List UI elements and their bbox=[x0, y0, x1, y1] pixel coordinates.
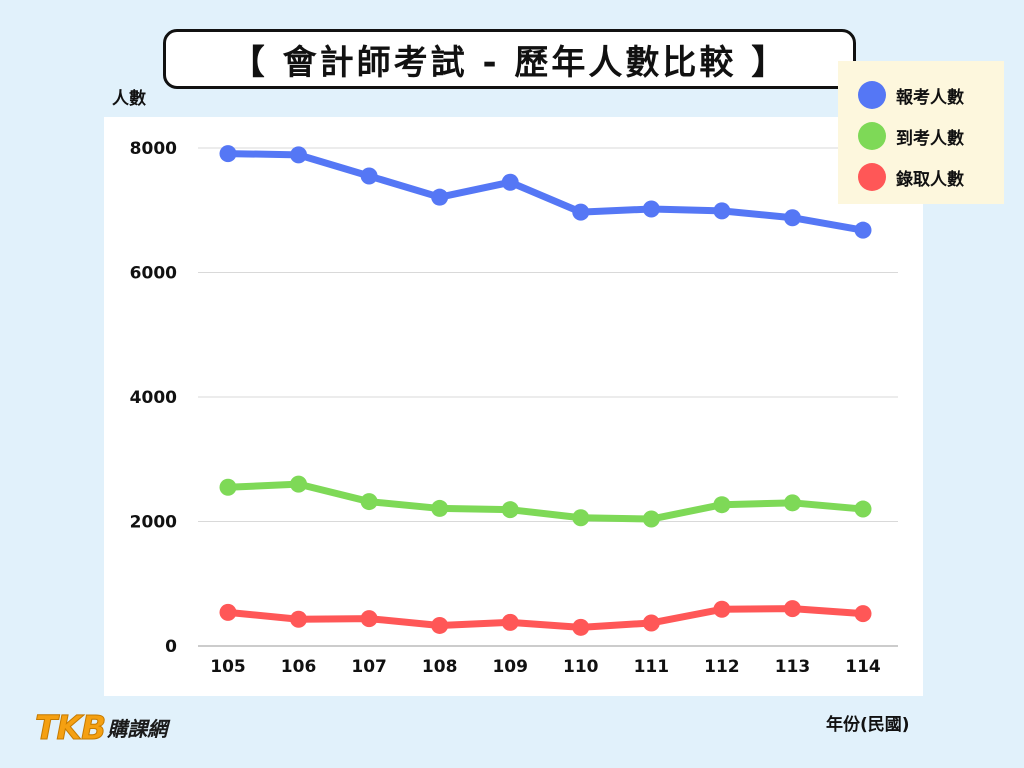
data-point-s1-5 bbox=[572, 509, 590, 527]
data-point-s2-7 bbox=[713, 600, 731, 618]
data-point-s0-5 bbox=[572, 203, 590, 221]
x-tick-label: 114 bbox=[845, 657, 881, 677]
y-tick-label: 6000 bbox=[130, 264, 177, 284]
x-tick-label: 107 bbox=[351, 657, 387, 677]
data-point-s0-8 bbox=[783, 209, 801, 227]
data-point-s1-3 bbox=[431, 499, 449, 517]
y-tick-label: 8000 bbox=[130, 139, 177, 159]
legend-item-applicants: 報考人數 bbox=[858, 80, 964, 110]
x-tick-label: 113 bbox=[775, 657, 811, 677]
data-point-s2-8 bbox=[783, 600, 801, 618]
y-tick-label: 2000 bbox=[130, 513, 177, 533]
data-point-s1-2 bbox=[360, 493, 378, 511]
data-point-s2-0 bbox=[219, 603, 237, 621]
legend-label-applicants: 報考人數 bbox=[896, 87, 964, 108]
data-point-s0-6 bbox=[642, 200, 660, 218]
logo-mark: TKB bbox=[34, 708, 106, 748]
logo-text: 購課網 bbox=[107, 717, 168, 741]
x-tick-label: 105 bbox=[210, 657, 246, 677]
data-point-s0-9 bbox=[854, 221, 872, 239]
legend-label-attendees: 到考人數 bbox=[896, 128, 964, 149]
data-point-s0-2 bbox=[360, 167, 378, 185]
data-point-s2-3 bbox=[431, 616, 449, 634]
y-axis-label: 人數 bbox=[112, 89, 146, 109]
data-point-s1-6 bbox=[642, 510, 660, 528]
legend-marker-applicants bbox=[858, 81, 886, 109]
legend-marker-admitted bbox=[858, 163, 886, 191]
series-line-2 bbox=[224, 605, 867, 631]
data-point-s1-7 bbox=[713, 496, 731, 514]
data-point-s0-4 bbox=[501, 173, 519, 191]
data-point-s2-6 bbox=[642, 614, 660, 632]
x-tick-label: 111 bbox=[634, 657, 670, 677]
tkb-logo[interactable]: TKB 購課網 bbox=[34, 708, 168, 748]
data-point-s0-0 bbox=[219, 145, 237, 163]
data-point-s1-9 bbox=[854, 500, 872, 518]
data-point-s2-2 bbox=[360, 610, 378, 628]
data-point-s2-9 bbox=[854, 605, 872, 623]
data-point-s2-1 bbox=[290, 610, 308, 628]
y-tick-label: 0 bbox=[165, 637, 177, 657]
y-tick-label: 4000 bbox=[130, 388, 177, 408]
chart-title: 【 會計師考試 - 歷年人數比較 】 bbox=[163, 29, 856, 89]
data-point-s1-4 bbox=[501, 501, 519, 519]
data-point-s1-0 bbox=[219, 478, 237, 496]
series-line-0 bbox=[224, 150, 867, 234]
x-tick-label: 108 bbox=[422, 657, 458, 677]
data-point-s1-8 bbox=[783, 494, 801, 512]
data-point-s1-1 bbox=[290, 475, 308, 493]
data-point-s0-1 bbox=[290, 146, 308, 164]
legend: 報考人數 到考人數 錄取人數 bbox=[838, 61, 1004, 204]
legend-item-attendees: 到考人數 bbox=[858, 121, 964, 151]
legend-marker-attendees bbox=[858, 122, 886, 150]
x-tick-label: 112 bbox=[704, 657, 740, 677]
x-tick-label: 110 bbox=[563, 657, 599, 677]
data-point-s0-3 bbox=[431, 188, 449, 206]
legend-label-admitted: 錄取人數 bbox=[896, 169, 964, 190]
data-point-s2-5 bbox=[572, 618, 590, 636]
series-line-1 bbox=[224, 480, 867, 523]
x-axis-label: 年份(民國) bbox=[826, 715, 910, 735]
data-point-s2-4 bbox=[501, 613, 519, 631]
legend-item-admitted: 錄取人數 bbox=[858, 162, 964, 192]
data-point-s0-7 bbox=[713, 202, 731, 220]
x-tick-label: 106 bbox=[281, 657, 317, 677]
x-tick-label: 109 bbox=[492, 657, 528, 677]
